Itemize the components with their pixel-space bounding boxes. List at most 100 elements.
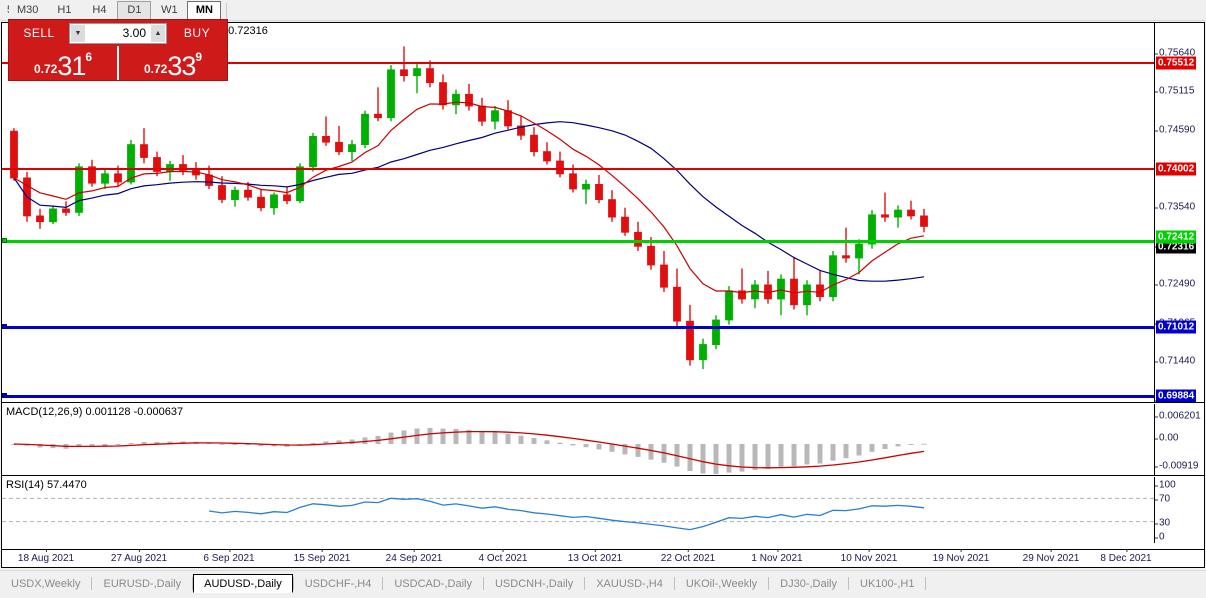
macd-axis-tick: 0.00 bbox=[1154, 432, 1179, 444]
buy-price-fraction: 9 bbox=[195, 50, 203, 64]
volume-stepper[interactable]: ▼ 3.00 ▲ bbox=[69, 22, 167, 44]
time-axis-tick: 15 Sep 2021 bbox=[293, 549, 351, 564]
one-click-trading-panel[interactable]: SELL ▼ 3.00 ▲ BUY 0.72 31 6 0.72 33 9 bbox=[8, 19, 228, 81]
price-axis[interactable]: 0.75640 0.75115 0.74590 0.73540 0.73015 … bbox=[1154, 23, 1204, 402]
macd-plot[interactable] bbox=[2, 404, 1154, 475]
price-axis-tick: 0.72490 bbox=[1154, 278, 1196, 290]
time-axis-tick: 22 Oct 2021 bbox=[660, 549, 716, 564]
timeframe-toolbar: 5 M30 H1 H4 D1 W1 MN bbox=[0, 0, 1206, 21]
timeframe-button-clipped[interactable]: 5 bbox=[0, 0, 9, 20]
rsi-indicator-chart bbox=[2, 497, 1154, 531]
sell-price-fraction: 6 bbox=[85, 50, 93, 64]
rsi-axis[interactable]: 100 70 30 0 bbox=[1154, 477, 1204, 543]
chart-tab-bar: USDX,Weekly EURUSD-,Daily AUDUSD-,Daily USD… bbox=[0, 570, 1206, 598]
chart-tab-usdcad-daily[interactable]: USDCAD-,Daily bbox=[394, 577, 472, 590]
macd-title: MACD(12,26,9) 0.001128 -0.000637 bbox=[6, 406, 184, 418]
time-axis-tick: 29 Nov 2021 bbox=[1022, 549, 1080, 564]
rsi-axis-tick: 30 bbox=[1154, 517, 1171, 529]
hline-support-green[interactable] bbox=[2, 238, 1154, 243]
buy-price-prefix: 0.72 bbox=[143, 62, 168, 76]
price-label-support-blue: 0.71012 bbox=[1156, 320, 1197, 334]
hline-resistance-upper[interactable] bbox=[2, 62, 1154, 64]
time-axis-tick: 8 Dec 2021 bbox=[1100, 549, 1152, 564]
timeframe-button-d1[interactable]: D1 bbox=[117, 0, 152, 20]
hline-support-lower-blue-handle[interactable] bbox=[2, 393, 7, 398]
time-axis-tick: 6 Sep 2021 bbox=[203, 549, 255, 564]
rsi-axis-tick: 0 bbox=[1155, 531, 1165, 543]
chart-tab-ukoil-weekly[interactable]: UKOil-,Weekly bbox=[685, 577, 758, 590]
macd-indicator-chart bbox=[11, 427, 927, 474]
tab-divider bbox=[91, 577, 93, 590]
sell-button-label[interactable]: SELL bbox=[23, 26, 55, 40]
time-axis-tick: 10 Nov 2021 bbox=[840, 549, 898, 564]
macd-pane[interactable]: MACD(12,26,9) 0.001128 -0.000637 0.00620… bbox=[2, 404, 1204, 476]
time-axis-tick: 18 Aug 2021 bbox=[17, 549, 75, 564]
chart-area[interactable]: ▲AUDUSD-,Daily 0.72307 0.72340 0.72291 0… bbox=[1, 22, 1205, 550]
sell-price-button[interactable]: 0.72 31 6 bbox=[9, 46, 117, 80]
caret-up-icon[interactable]: ▲ bbox=[150, 23, 166, 43]
price-label-support-green: 0.72412 bbox=[1156, 230, 1197, 244]
tab-divider bbox=[584, 577, 586, 590]
hline-resistance-mid[interactable] bbox=[2, 168, 1154, 170]
hline-support-lower-blue[interactable] bbox=[2, 393, 1154, 398]
chart-tab-xauusd-h4[interactable]: XAUUSD-,H4 bbox=[596, 577, 663, 590]
sell-price-pips: 31 bbox=[57, 51, 86, 81]
time-axis-tick: 19 Nov 2021 bbox=[932, 549, 990, 564]
rsi-plot[interactable] bbox=[2, 477, 1154, 543]
chart-tab-eurusd-daily[interactable]: EURUSD-,Daily bbox=[103, 577, 182, 590]
price-label-support-lower-blue: 0.69884 bbox=[1156, 389, 1197, 402]
chart-tab-uk100-h1[interactable]: UK100-,H1 bbox=[860, 577, 915, 590]
chart-tab-dj30-daily[interactable]: DJ30-,Daily bbox=[780, 577, 838, 590]
trade-panel-controls: SELL ▼ 3.00 ▲ BUY bbox=[9, 20, 227, 46]
rsi-pane[interactable]: RSI(14) 57.4470 100 70 30 0 bbox=[2, 477, 1204, 543]
price-axis-tick: 0.73540 bbox=[1154, 201, 1196, 213]
timeframe-button-w1[interactable]: W1 bbox=[152, 0, 187, 20]
buy-button-label[interactable]: BUY bbox=[183, 26, 211, 40]
buy-price-button[interactable]: 0.72 33 9 bbox=[117, 46, 227, 80]
timeframe-button-h1[interactable]: H1 bbox=[47, 0, 82, 20]
time-axis-tick: 1 Nov 2021 bbox=[751, 549, 803, 564]
chart-tab-audusd-daily[interactable]: AUDUSD-,Daily bbox=[193, 574, 293, 593]
trade-panel-prices: 0.72 31 6 0.72 33 9 bbox=[9, 46, 227, 80]
hline-support-blue[interactable] bbox=[2, 324, 1154, 329]
volume-input[interactable]: 3.00 bbox=[86, 23, 150, 43]
sell-price-prefix: 0.72 bbox=[33, 62, 58, 76]
macd-axis[interactable]: 0.006201 0.00 -0.00919 bbox=[1154, 404, 1204, 475]
price-label-current-bid: 0.72316 bbox=[1156, 240, 1197, 254]
price-plot[interactable] bbox=[2, 23, 1154, 402]
rsi-title: RSI(14) 57.4470 bbox=[6, 479, 87, 491]
price-pane[interactable]: ▲AUDUSD-,Daily 0.72307 0.72340 0.72291 0… bbox=[2, 23, 1204, 403]
chart-tab-usdx-weekly[interactable]: USDX,Weekly bbox=[11, 577, 81, 590]
price-axis-tick: 0.75115 bbox=[1154, 85, 1195, 97]
toolbar-divider bbox=[226, 2, 228, 18]
tab-divider bbox=[848, 577, 850, 590]
tab-divider bbox=[925, 577, 927, 590]
time-axis-tick: 13 Oct 2021 bbox=[567, 549, 623, 564]
tab-divider bbox=[382, 577, 384, 590]
chart-tab-usdcnh-daily[interactable]: USDCNH-,Daily bbox=[494, 577, 574, 590]
rsi-axis-tick: 100 bbox=[1155, 479, 1176, 491]
timeframe-button-mn[interactable]: MN bbox=[187, 0, 222, 20]
macd-axis-tick: 0.006201 bbox=[1155, 410, 1201, 422]
timeframe-m5-label: 5 bbox=[0, 0, 9, 20]
tab-divider bbox=[292, 577, 294, 590]
price-label-resistance-mid: 0.74002 bbox=[1156, 162, 1197, 176]
hline-support-green-handle[interactable] bbox=[2, 238, 7, 243]
time-axis[interactable]: 18 Aug 2021 27 Aug 2021 6 Sep 2021 15 Sep 2… bbox=[1, 549, 1205, 568]
price-axis-tick: 0.74590 bbox=[1154, 124, 1196, 136]
chart-tab-usdchf-h4[interactable]: USDCHF-,H4 bbox=[304, 577, 372, 590]
time-axis-tick: 4 Oct 2021 bbox=[478, 549, 528, 564]
price-label-resistance-upper: 0.75512 bbox=[1156, 56, 1197, 70]
caret-down-icon[interactable]: ▼ bbox=[70, 23, 86, 43]
macd-axis-tick: -0.00919 bbox=[1154, 460, 1199, 472]
timeframe-button-m30[interactable]: M30 bbox=[9, 0, 47, 20]
buy-price-pips: 33 bbox=[167, 51, 196, 81]
hline-support-blue-handle[interactable] bbox=[2, 324, 7, 329]
rsi-axis-tick: 70 bbox=[1154, 493, 1171, 505]
time-axis-tick: 24 Sep 2021 bbox=[385, 549, 443, 564]
tab-divider bbox=[192, 577, 194, 590]
tab-divider bbox=[482, 577, 484, 590]
timeframe-button-h4[interactable]: H4 bbox=[82, 0, 117, 20]
price-axis-tick: 0.71440 bbox=[1154, 355, 1196, 367]
